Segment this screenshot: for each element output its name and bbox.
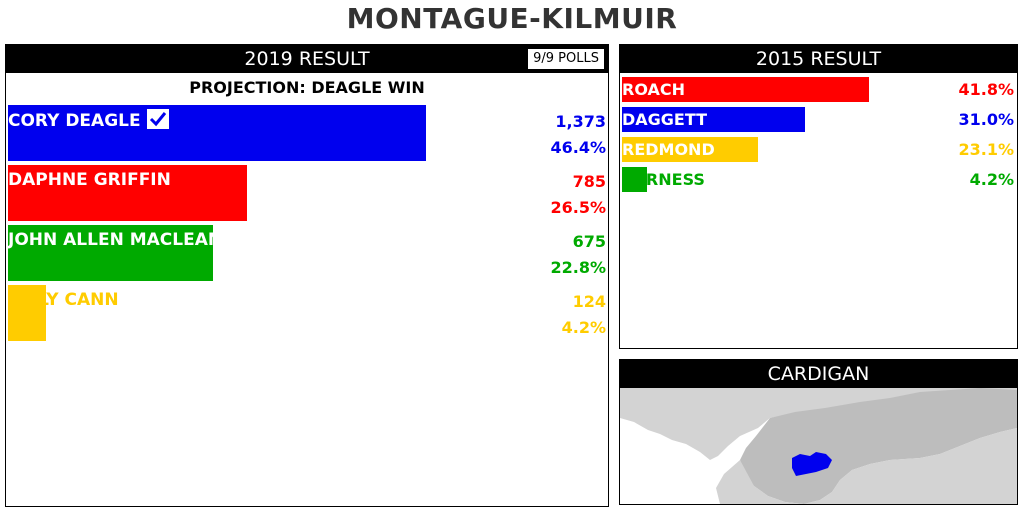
candidate-percent-2015: 4.2% (969, 170, 1014, 189)
candidate-votes: 124 (572, 292, 606, 311)
candidate-percent: 22.8% (550, 258, 606, 277)
candidate-name: CORY DEAGLE (8, 109, 169, 132)
candidate-bar-2015 (622, 167, 647, 192)
polls-reporting-badge: 9/9 POLLS (527, 48, 605, 70)
map-land-cardigan (740, 388, 1017, 504)
candidate-percent: 4.2% (561, 318, 606, 337)
candidate-name-text: JOHN ALLEN MACLEAN (8, 230, 223, 250)
candidate-name: BILLY CANN (8, 289, 119, 311)
candidate-name: DAPHNE GRIFFIN (8, 169, 171, 191)
candidate-name-text: DAPHNE GRIFFIN (8, 170, 171, 190)
district-map (620, 388, 1017, 504)
candidate-name-2015: REDMOND (622, 140, 715, 159)
candidate-bar (8, 225, 213, 281)
result-2019-header: 2019 RESULT (6, 45, 608, 73)
result-2015-header: 2015 RESULT (620, 45, 1017, 73)
candidate-bar-2015 (622, 137, 758, 162)
map-district-highlight (792, 452, 832, 476)
map-land-south (716, 428, 1017, 504)
candidate-name-2015: FURNESS (622, 170, 705, 189)
result-2015-panel: 2015 RESULT ROACH 41.8% DAGGETT 31.0% REDMON… (619, 44, 1018, 349)
candidate-name-text: CORY DEAGLE (8, 111, 141, 131)
candidate-bar (8, 165, 247, 221)
candidate-percent-2015: 23.1% (958, 140, 1014, 159)
result-2019-panel: 2019 RESULT 9/9 POLLS PROJECTION: DEAGLE… (5, 44, 609, 507)
candidate-bar (8, 105, 426, 161)
page-title: MONTAGUE-KILMUIR (346, 2, 678, 35)
candidate-votes: 785 (572, 172, 606, 191)
map-land-west (620, 388, 1017, 460)
candidate-bar-2015 (622, 107, 805, 132)
candidate-votes: 1,373 (555, 112, 606, 131)
candidate-name-2015: ROACH (622, 80, 686, 99)
candidate-name-text: BILLY CANN (8, 290, 119, 310)
result-2015-title: 2015 RESULT (755, 48, 882, 70)
candidate-votes: 675 (572, 232, 606, 251)
candidate-bar-2015 (622, 77, 869, 102)
map-region-name: CARDIGAN (767, 363, 870, 385)
candidate-percent-2015: 41.8% (958, 80, 1014, 99)
candidate-percent-2015: 31.0% (958, 110, 1014, 129)
candidate-percent: 26.5% (550, 198, 606, 217)
map-header: CARDIGAN (620, 360, 1017, 388)
projection-text: PROJECTION: DEAGLE WIN (189, 78, 425, 97)
winner-check-icon (146, 109, 169, 129)
candidate-bar (8, 285, 46, 341)
result-2019-title: 2019 RESULT (244, 48, 370, 70)
candidate-percent: 46.4% (550, 138, 606, 157)
district-map-panel: CARDIGAN (619, 359, 1018, 505)
candidate-name: JOHN ALLEN MACLEAN (8, 229, 222, 251)
candidate-name-2015: DAGGETT (622, 110, 708, 129)
